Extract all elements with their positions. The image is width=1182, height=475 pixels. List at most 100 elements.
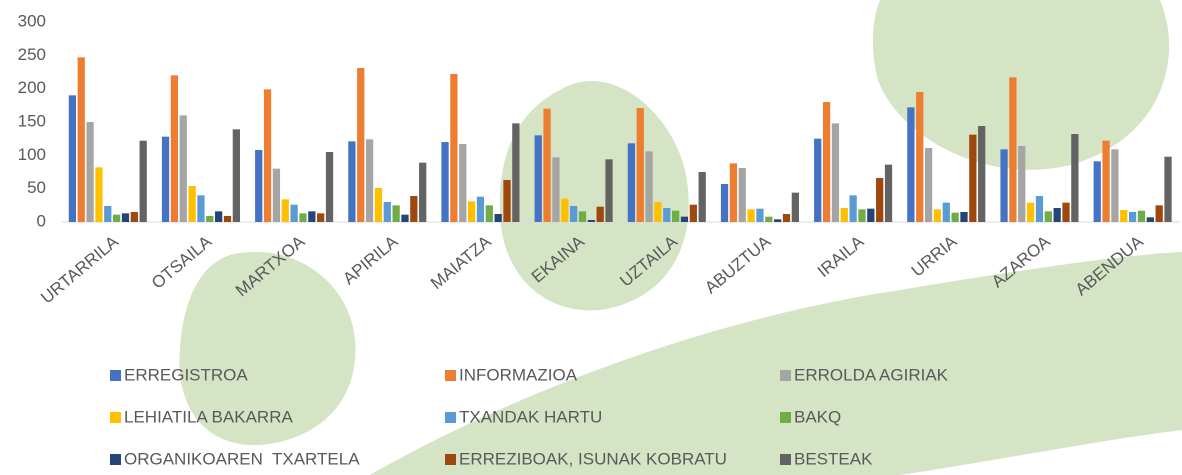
y-tick-label: 100: [18, 145, 46, 164]
x-tick-label: URRIA: [908, 232, 961, 281]
bar: [1062, 202, 1070, 222]
legend-swatch: [445, 454, 456, 465]
bar: [467, 201, 476, 222]
bar: [357, 68, 365, 222]
bar: [774, 219, 782, 222]
bar: [587, 220, 595, 222]
bar: [729, 163, 738, 222]
bar: [130, 212, 138, 222]
bar: [1026, 202, 1035, 222]
bar: [419, 162, 427, 222]
bar: [627, 143, 636, 222]
bar: [308, 211, 316, 222]
y-tick-label: 200: [18, 78, 46, 97]
legend-label: ORGANIKOAREN TXARTELA: [124, 449, 360, 468]
bar: [1018, 146, 1026, 222]
y-tick-label: 50: [27, 178, 46, 197]
bar: [1044, 211, 1052, 222]
bar: [223, 216, 232, 222]
bar: [317, 213, 325, 222]
bar: [139, 140, 147, 222]
legend-swatch: [780, 370, 791, 381]
bar: [867, 208, 875, 222]
bar: [170, 75, 179, 222]
bar: [680, 216, 689, 222]
bar: [1071, 134, 1079, 222]
background-decoration: [179, 0, 1182, 475]
bar: [299, 213, 307, 222]
legend-swatch: [110, 370, 121, 381]
legend-swatch: [110, 412, 121, 423]
bar: [113, 214, 121, 222]
bar: [1155, 205, 1163, 222]
bar: [738, 168, 746, 222]
bar: [672, 210, 680, 222]
bar: [232, 129, 240, 222]
bar: [924, 148, 933, 222]
bar: [86, 122, 94, 222]
bar: [290, 204, 298, 222]
bar: [95, 167, 103, 222]
bar: [401, 214, 409, 222]
bar: [188, 186, 196, 222]
bar: [543, 108, 551, 222]
bar: [942, 202, 950, 222]
bar: [884, 164, 893, 222]
x-tick-label: ABUZTUA: [701, 232, 774, 298]
bar: [569, 206, 578, 222]
bar: [814, 138, 822, 222]
bar: [978, 126, 986, 222]
bar: [822, 102, 831, 222]
bar: [365, 139, 374, 222]
bar: [858, 209, 866, 222]
bar: [951, 212, 959, 222]
bar: [392, 205, 400, 222]
legend-label: ERROLDA AGIRIAK: [794, 365, 949, 384]
bar: [1164, 156, 1172, 222]
bar: [459, 144, 467, 222]
bar: [272, 168, 281, 222]
legend-label: ERREZIBOAK, ISUNAK KOBRATU: [459, 449, 727, 468]
bar: [596, 206, 604, 222]
bar: [654, 202, 662, 222]
bar: [876, 178, 884, 222]
bar: [161, 136, 170, 222]
legend-label: BAKQ: [794, 407, 841, 426]
bar: [636, 108, 644, 222]
legend-label: LEHIATILA BAKARRA: [124, 407, 293, 426]
bar: [441, 142, 449, 222]
bar: [605, 159, 613, 222]
bar: [1137, 210, 1146, 222]
bar: [281, 199, 289, 222]
legend-swatch: [780, 412, 791, 423]
legend-label: BESTEAK: [794, 449, 873, 468]
bar: [552, 157, 560, 222]
bar: [907, 107, 915, 222]
bar: [831, 123, 840, 222]
bar: [77, 57, 85, 223]
legend-label: TXANDAK HARTU: [459, 407, 602, 426]
bar: [410, 196, 418, 222]
bar: [534, 135, 542, 222]
legend-swatch: [445, 370, 456, 381]
bar: [933, 209, 942, 222]
bar: [485, 205, 493, 222]
bar: [663, 208, 671, 222]
bar: [1035, 196, 1044, 222]
bar: [840, 208, 848, 222]
legend-label: ERREGISTROA: [124, 365, 248, 384]
bar: [782, 214, 791, 222]
legend-label: INFORMAZIOA: [459, 365, 578, 384]
bar: [1102, 140, 1110, 222]
bar: [104, 206, 112, 222]
legend-swatch: [445, 412, 456, 423]
bar: [1009, 77, 1017, 222]
bar: [512, 123, 520, 222]
bar: [791, 192, 799, 222]
bar: [476, 196, 485, 222]
y-tick-label: 0: [37, 211, 46, 230]
bar: [450, 74, 458, 222]
bar: [179, 115, 187, 222]
bar: [1146, 217, 1154, 222]
bar: [561, 198, 569, 222]
